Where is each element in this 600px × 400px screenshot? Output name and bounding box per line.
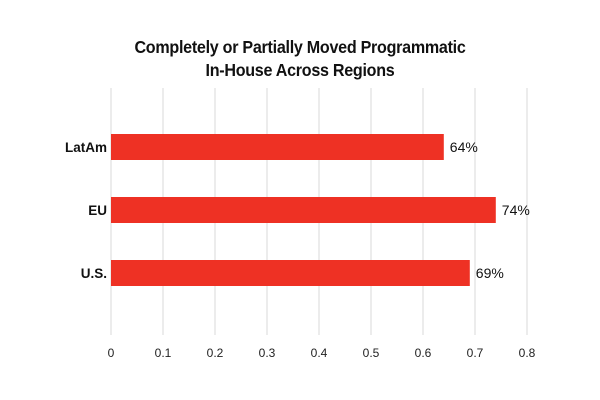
x-tick-label-4: 0.4 [311,346,328,360]
x-tick-label-5: 0.5 [363,346,380,360]
chart-title-line-2: In-House Across Regions [205,60,395,80]
category-label-0: LatAm [65,140,107,155]
bar-u-s- [111,260,470,286]
category-label-1: EU [88,203,107,218]
x-tick-label-2: 0.2 [207,346,224,360]
bar-latam [111,134,444,160]
data-label-2: 69% [476,265,504,281]
data-label-1: 74% [502,202,530,218]
x-tick-label-6: 0.6 [415,346,432,360]
chart-title: Completely or Partially Moved Programmat… [24,36,576,82]
x-tick-label-8: 0.8 [519,346,536,360]
x-tick-label-7: 0.7 [467,346,484,360]
chart-title-line-1: Completely or Partially Moved Programmat… [134,37,466,57]
x-tick-label-0: 0 [108,346,115,360]
category-label-2: U.S. [81,266,107,281]
data-label-0: 64% [450,139,478,155]
x-tick-label-1: 0.1 [155,346,172,360]
x-tick-label-3: 0.3 [259,346,276,360]
bar-eu [111,197,496,223]
